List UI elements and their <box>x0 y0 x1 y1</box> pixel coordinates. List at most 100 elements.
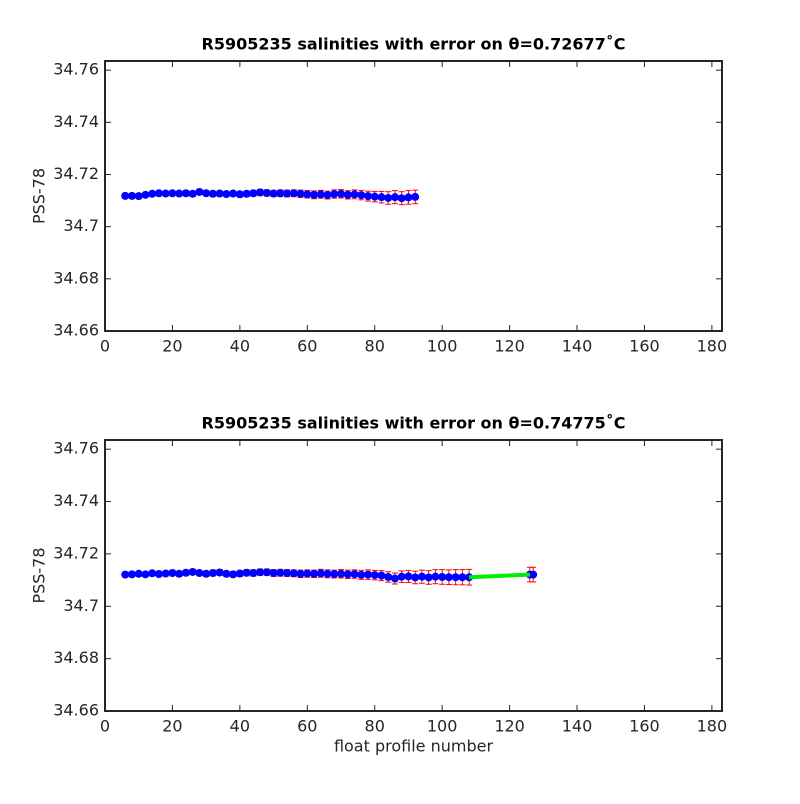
data-point <box>121 191 130 200</box>
data-point <box>417 572 426 581</box>
data-point <box>208 569 217 578</box>
data-point <box>215 568 224 577</box>
y-tick-label: 34.74 <box>53 112 99 131</box>
y-tick-label: 34.76 <box>53 439 99 458</box>
data-point <box>222 569 231 578</box>
x-tick-label: 40 <box>230 717 250 736</box>
data-point <box>397 572 406 581</box>
data-point <box>235 569 244 578</box>
data-point <box>154 189 163 198</box>
x-tick-label: 80 <box>365 717 385 736</box>
data-point <box>289 189 298 198</box>
data-point <box>195 569 204 578</box>
x-tick-label: 180 <box>697 717 728 736</box>
data-point <box>377 571 386 580</box>
data-point <box>289 569 298 578</box>
data-point <box>303 190 312 199</box>
data-point <box>256 188 265 197</box>
data-point <box>390 193 399 202</box>
x-tick-label: 160 <box>629 717 660 736</box>
data-point <box>424 573 433 582</box>
y-tick-label: 34.76 <box>53 60 99 79</box>
chart-title: R5905235 salinities with error on θ=0.72… <box>202 35 626 54</box>
data-point <box>343 190 352 199</box>
x-axis-label: float profile number <box>334 737 494 756</box>
x-tick-label: 100 <box>427 717 458 736</box>
data-point <box>350 190 359 199</box>
axes-frame <box>104 60 723 332</box>
data-point <box>249 189 258 198</box>
data-point <box>269 189 278 198</box>
x-tick-label: 0 <box>100 337 110 356</box>
x-tick-label: 60 <box>297 337 317 356</box>
data-point <box>148 569 157 578</box>
data-point <box>316 569 325 578</box>
x-tick-label: 120 <box>494 717 525 736</box>
data-point <box>127 191 136 200</box>
data-point <box>350 570 359 579</box>
data-point <box>283 569 292 578</box>
data-point <box>242 568 251 577</box>
data-point <box>330 570 339 579</box>
data-point <box>357 570 366 579</box>
data-point <box>444 573 453 582</box>
y-tick-label: 34.7 <box>63 216 99 235</box>
data-point <box>249 569 258 578</box>
data-point <box>208 189 217 198</box>
data-point <box>188 189 197 198</box>
data-point <box>323 569 332 578</box>
data-point <box>337 189 346 198</box>
data-point <box>310 190 319 199</box>
x-tick-label: 140 <box>562 717 593 736</box>
data-point <box>337 569 346 578</box>
x-tick-label: 20 <box>162 717 182 736</box>
data-point <box>390 574 399 583</box>
data-point <box>215 189 224 198</box>
chart-title: R5905235 salinities with error on θ=0.74… <box>202 414 626 433</box>
data-point <box>134 192 143 201</box>
data-point <box>323 191 332 200</box>
data-point <box>296 189 305 198</box>
data-point <box>411 573 420 582</box>
data-point <box>168 189 177 198</box>
data-point <box>370 571 379 580</box>
data-point <box>256 568 265 577</box>
axes-frame <box>104 439 723 712</box>
data-point <box>148 189 157 198</box>
data-point <box>397 194 406 203</box>
x-tick-label: 40 <box>230 337 250 356</box>
data-point <box>222 190 231 199</box>
data-point <box>310 569 319 578</box>
x-tick-label: 0 <box>100 717 110 736</box>
data-point <box>529 570 538 579</box>
x-tick-label: 160 <box>629 337 660 356</box>
data-point <box>262 568 271 577</box>
y-axis-label: PSS-78 <box>30 168 49 224</box>
data-point <box>242 189 251 198</box>
data-point <box>195 187 204 196</box>
data-point <box>384 572 393 581</box>
data-point <box>229 570 238 579</box>
y-tick-label: 34.68 <box>53 268 99 287</box>
series-line <box>469 572 530 580</box>
data-point <box>363 570 372 579</box>
data-point <box>175 189 184 198</box>
data-point <box>283 189 292 198</box>
data-point <box>316 190 325 199</box>
data-point <box>411 192 420 201</box>
data-point <box>330 190 339 199</box>
data-point <box>458 573 467 582</box>
y-tick-label: 34.74 <box>53 491 99 510</box>
data-point <box>161 569 170 578</box>
x-tick-label: 20 <box>162 337 182 356</box>
data-point <box>303 569 312 578</box>
data-point <box>438 572 447 581</box>
y-axis-label: PSS-78 <box>30 547 49 603</box>
y-tick-label: 34.66 <box>53 701 99 720</box>
y-tick-label: 34.7 <box>63 596 99 615</box>
data-point <box>276 568 285 577</box>
x-tick-label: 60 <box>297 717 317 736</box>
data-point <box>235 190 244 199</box>
